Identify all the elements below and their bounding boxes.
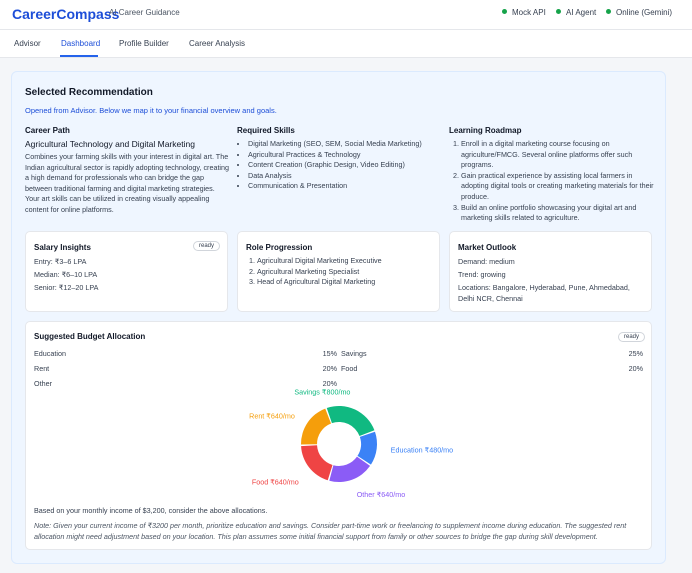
market-locations: Locations: Bangalore, Hyderabad, Pune, A… bbox=[458, 283, 630, 303]
status-dot-icon bbox=[556, 9, 561, 14]
list-item: Digital Marketing (SEO, SEM, Social Medi… bbox=[248, 139, 448, 150]
role-progression-title: Role Progression bbox=[246, 243, 313, 252]
role-progression-card bbox=[237, 231, 440, 312]
alloc-label-education: Education bbox=[34, 349, 66, 358]
donut-slice-label: Food ₹640/mo bbox=[252, 477, 299, 486]
role-progression-list: Agricultural Digital Marketing Executive… bbox=[257, 256, 437, 288]
tab-career-analysis[interactable]: Career Analysis bbox=[189, 39, 246, 48]
alloc-pct-food: 20% bbox=[628, 364, 643, 373]
list-item: Communication & Presentation bbox=[248, 181, 448, 192]
budget-donut-chart: Education ₹480/mo Other ₹640/mo Food ₹640/… bbox=[249, 387, 454, 499]
top-bar: CareerCompass AI Career Guidance Mock AP… bbox=[0, 0, 692, 30]
roadmap-heading: Learning Roadmap bbox=[449, 126, 522, 135]
alloc-label-food: Food bbox=[341, 364, 358, 373]
status-label: Mock API bbox=[512, 8, 546, 17]
list-item: Gain practical experience by assisting l… bbox=[461, 171, 656, 203]
skills-list: Digital Marketing (SEO, SEM, Social Medi… bbox=[248, 139, 448, 192]
donut-slice-label: Savings ₹800/mo bbox=[294, 387, 350, 396]
list-item: Enroll in a digital marketing course foc… bbox=[461, 139, 656, 171]
list-item: Data Analysis bbox=[248, 171, 448, 182]
status-label: AI Agent bbox=[566, 8, 597, 17]
donut-slice[interactable] bbox=[329, 456, 371, 482]
brand-logo[interactable]: CareerCompass bbox=[12, 6, 120, 22]
brand-tagline: AI Career Guidance bbox=[109, 8, 180, 17]
donut-slice-label: Education ₹480/mo bbox=[391, 446, 454, 455]
tab-dashboard[interactable]: Dashboard bbox=[61, 39, 101, 48]
budget-note: Note: Given your current income of ₹3200… bbox=[34, 521, 627, 541]
alloc-pct-savings: 25% bbox=[628, 349, 643, 358]
alloc-pct-education: 15% bbox=[322, 349, 337, 358]
alloc-label-savings: Savings bbox=[341, 349, 367, 358]
alloc-pct-rent: 20% bbox=[322, 364, 337, 373]
status-mock-api: Mock API bbox=[502, 8, 546, 17]
market-trend: Trend: growing bbox=[458, 270, 506, 279]
alloc-label-other: Other bbox=[34, 379, 52, 388]
roadmap-list: Enroll in a digital marketing course foc… bbox=[461, 139, 656, 224]
status-badge: ready bbox=[618, 332, 646, 342]
list-item: Content Creation (Graphic Design, Video … bbox=[248, 160, 448, 171]
career-path-heading: Career Path bbox=[25, 126, 70, 135]
status-label: Online (Gemini) bbox=[616, 8, 673, 17]
donut-slice-label: Other ₹640/mo bbox=[357, 490, 406, 499]
donut-slice[interactable] bbox=[357, 431, 377, 465]
list-item: Agricultural Digital Marketing Executive bbox=[257, 256, 437, 267]
salary-senior: Senior: ₹12–20 LPA bbox=[34, 283, 99, 292]
career-name: Agricultural Technology and Digital Mark… bbox=[25, 139, 195, 149]
salary-median: Median: ₹6–10 LPA bbox=[34, 270, 98, 279]
budget-allocation-card bbox=[25, 321, 652, 550]
market-demand: Demand: medium bbox=[458, 257, 515, 266]
donut-slice[interactable] bbox=[326, 406, 375, 437]
page-title: Selected Recommendation bbox=[25, 87, 153, 98]
donut-slice[interactable] bbox=[301, 445, 333, 481]
donut-slice-label: Rent ₹640/mo bbox=[249, 411, 295, 420]
alloc-label-rent: Rent bbox=[34, 364, 50, 373]
list-item: Agricultural Practices & Technology bbox=[248, 150, 448, 161]
status-online: Online (Gemini) bbox=[606, 8, 672, 17]
salary-insights-title: Salary Insights bbox=[34, 243, 91, 252]
salary-entry: Entry: ₹3–6 LPA bbox=[34, 257, 87, 266]
skills-heading: Required Skills bbox=[237, 126, 295, 135]
nav-tabs: Advisor Dashboard Profile Builder Career… bbox=[0, 30, 692, 58]
status-ai-agent: AI Agent bbox=[556, 8, 596, 17]
list-item: Head of Agricultural Digital Marketing bbox=[257, 277, 437, 288]
status-dot-icon bbox=[606, 9, 611, 14]
career-description: Combines your farming skills with your i… bbox=[25, 152, 230, 214]
tab-advisor[interactable]: Advisor bbox=[14, 39, 41, 48]
alloc-pct-other: 20% bbox=[322, 379, 337, 388]
market-outlook-title: Market Outlook bbox=[458, 243, 517, 252]
donut-slice[interactable] bbox=[301, 408, 332, 445]
budget-footnote: Based on your monthly income of $3,200, … bbox=[34, 506, 268, 515]
active-tab-indicator bbox=[60, 55, 98, 57]
tab-profile-builder[interactable]: Profile Builder bbox=[119, 39, 169, 48]
market-outlook-card bbox=[449, 231, 652, 312]
list-item: Build an online portfolio showcasing you… bbox=[461, 203, 656, 224]
status-dot-icon bbox=[502, 9, 507, 14]
budget-title: Suggested Budget Allocation bbox=[34, 332, 146, 341]
list-item: Agricultural Marketing Specialist bbox=[257, 267, 437, 278]
status-badge: ready bbox=[193, 241, 221, 251]
page-subtitle: Opened from Advisor. Below we map it to … bbox=[25, 106, 277, 115]
